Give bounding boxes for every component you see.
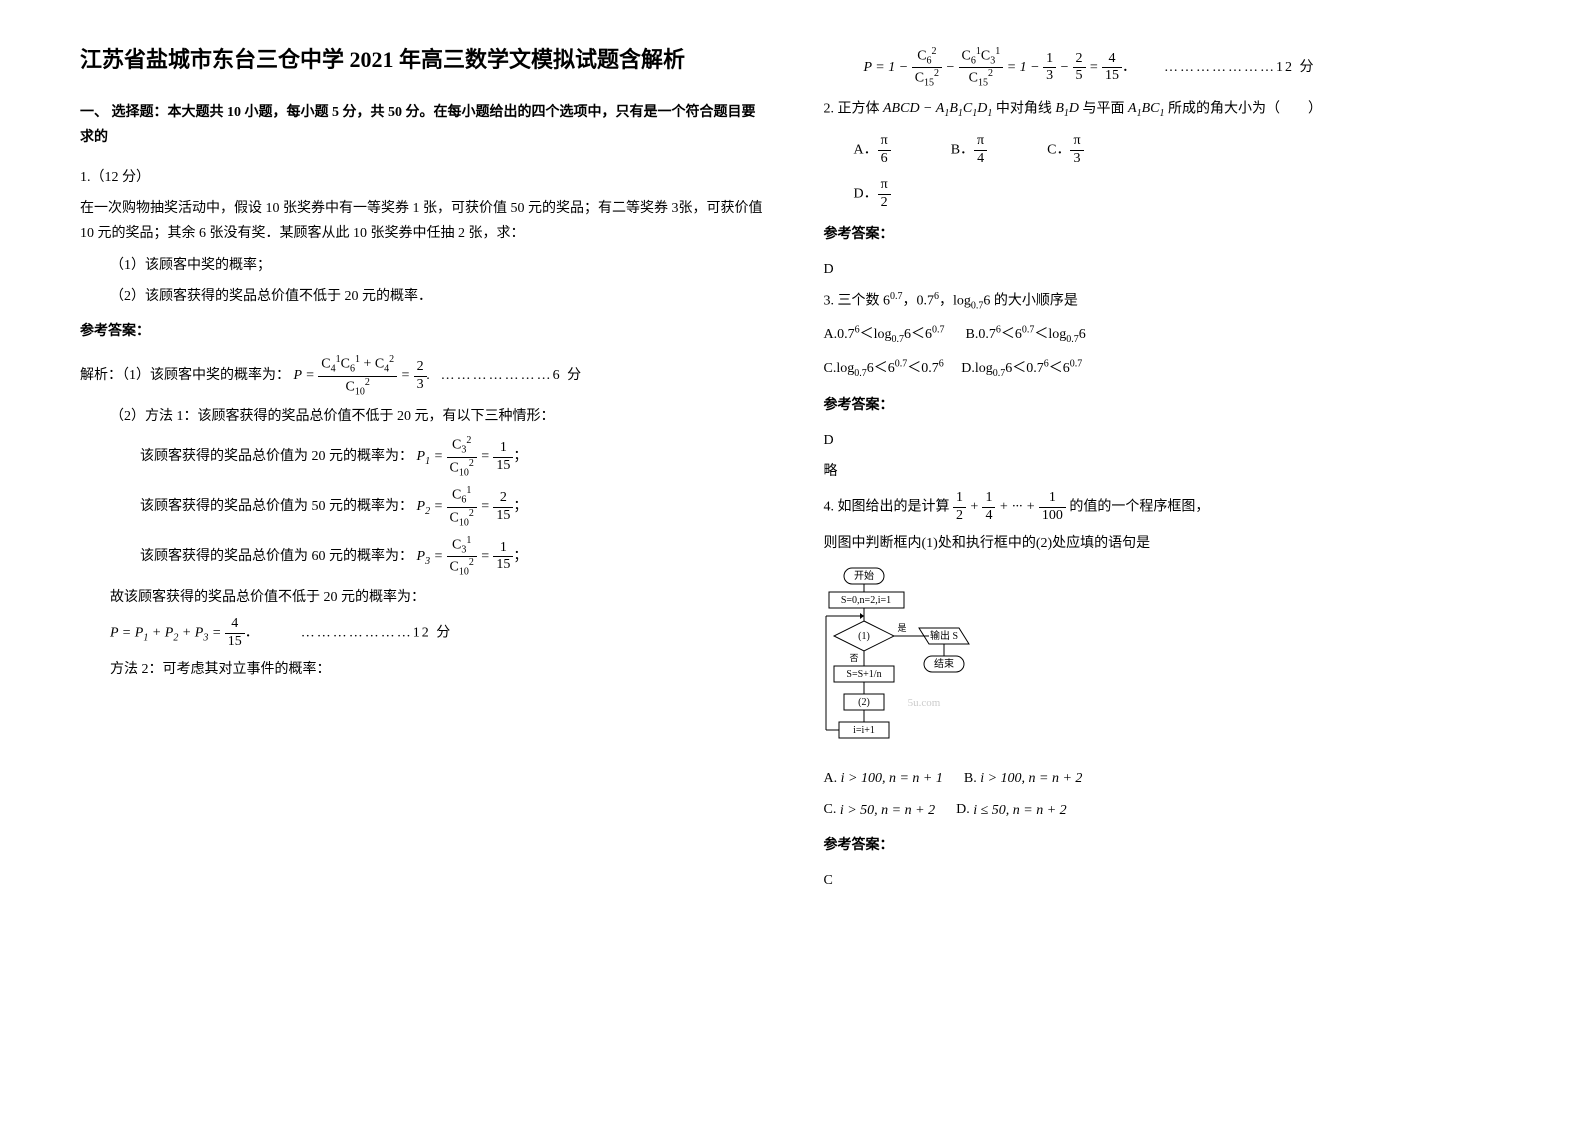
q1-answer-label: 参考答案：	[80, 319, 764, 344]
q4-optC: i > 50, n = n + 2	[840, 798, 935, 823]
section-i-heading: 一、 选择题：本大题共 10 小题，每小题 5 分，共 50 分。在每小题给出的…	[80, 100, 764, 150]
q4-optB-label: B.	[964, 771, 977, 786]
q2-options-row2: D．π2	[854, 177, 1508, 212]
q1-p60-text: 该顾客获得的奖品总价值为 60 元的概率为：	[140, 549, 413, 564]
q2-optB: B．π4	[951, 133, 987, 168]
q1-p20-text: 该顾客获得的奖品总价值为 20 元的概率为：	[140, 449, 413, 464]
q2-optC: C．π3	[1047, 133, 1083, 168]
q2-post: 所成的角大小为（ ）	[1164, 102, 1322, 117]
q1-formula-p1: P1 = C32C102 = 115	[417, 435, 514, 479]
q2-pre: 2. 正方体	[824, 102, 884, 117]
q4-optA-label: A.	[824, 771, 838, 786]
dots-12b: …………………12 分	[1164, 60, 1316, 75]
q1-p20: 该顾客获得的奖品总价值为 20 元的概率为： P1 = C32C102 = 11…	[140, 435, 764, 479]
q2-mid2: 与平面	[1079, 102, 1128, 117]
q2-optA: A．π6	[854, 133, 891, 168]
q1-part2: （2）该顾客获得的奖品总价值不低于 20 元的概率．	[110, 284, 764, 309]
q3-row1: A.0.76＜log0.76＜60.7 B.0.76＜60.7＜log0.76	[824, 322, 1508, 349]
q1-p50-text: 该顾客获得的奖品总价值为 50 元的概率为：	[140, 499, 413, 514]
q4-optD-label: D.	[956, 802, 970, 817]
q1-sol1-text: 解析：（1）该顾客中奖的概率为：	[80, 368, 290, 383]
q3-stem: 3. 三个数 60.7，0.76，log0.76 的大小顺序是	[824, 288, 1508, 315]
svg-text:5u.com: 5u.com	[907, 697, 940, 709]
q4-answer-label: 参考答案：	[824, 833, 1508, 858]
q4-optA: i > 100, n = n + 1	[841, 766, 943, 791]
q3-s4: 6 的大小顺序是	[983, 294, 1078, 309]
svg-text:开始: 开始	[854, 569, 874, 582]
q3-s2: ，0.7	[903, 294, 935, 309]
q1-p60: 该顾客获得的奖品总价值为 60 元的概率为： P3 = C31C102 = 11…	[140, 535, 764, 579]
page-title: 江苏省盐城市东台三仓中学 2021 年高三数学文模拟试题含解析	[80, 40, 764, 80]
q3-answer-label: 参考答案：	[824, 393, 1508, 418]
q3-answer: D	[824, 428, 1508, 453]
q4-optC-label: C.	[824, 802, 837, 817]
q4-optD: i ≤ 50, n = n + 2	[973, 798, 1066, 823]
svg-text:否: 否	[849, 653, 858, 663]
svg-text:输出 S: 输出 S	[929, 629, 957, 642]
q4-row2: C. i > 50, n = n + 2 D. i ≤ 50, n = n + …	[824, 797, 1508, 822]
q1-formula-p: P = C41C61 + C42C102 = 23.	[294, 354, 431, 398]
q4-line2: 则图中判断框内(1)处和执行框中的(2)处应填的语句是	[824, 531, 1508, 556]
dots-6: …………………6 分	[441, 368, 584, 383]
flowchart-icon: 开始 S=0,n=2,i=1 (1) 是 否 输出 S	[824, 566, 1508, 756]
q1-sol2-head: （2）方法 1：该顾客获得的奖品总价值不低于 20 元，有以下三种情形：	[110, 404, 764, 429]
dots-12a: …………………12 分	[301, 626, 453, 641]
q1-method2: 方法 2：可考虑其对立事件的概率：	[110, 657, 764, 682]
q1-formula-p2: P2 = C61C102 = 215	[417, 485, 514, 529]
q3-s3: ，log	[939, 294, 971, 309]
q3-optD: D.log0.76＜0.76＜60.7	[961, 361, 1082, 376]
q2-options-row1: A．π6 B．π4 C．π3	[854, 133, 1508, 168]
svg-text:(1): (1)	[858, 631, 870, 642]
q2-answer-label: 参考答案：	[824, 222, 1508, 247]
q4-post: 的值的一个程序框图，	[1069, 500, 1209, 515]
q3-optA: A.0.76＜log0.76＜60.7	[824, 327, 945, 342]
svg-text:(2): (2)	[858, 697, 870, 708]
q4-pre: 4. 如图给出的是计算	[824, 500, 954, 515]
svg-text:S=0,n=2,i=1: S=0,n=2,i=1	[840, 595, 890, 606]
q4-row1: A. i > 100, n = n + 1 B. i > 100, n = n …	[824, 766, 1508, 791]
q4-optB: i > 100, n = n + 2	[980, 766, 1082, 791]
q2-optD: D．π2	[854, 177, 891, 212]
q1-sol1: 解析：（1）该顾客中奖的概率为： P = C41C61 + C42C102 = …	[80, 354, 764, 398]
q3-brief: 略	[824, 459, 1508, 484]
svg-text:i=i+1: i=i+1	[853, 725, 875, 736]
q1-formula-p3: P3 = C31C102 = 115	[417, 535, 514, 579]
q3-s1: 3. 三个数 6	[824, 294, 891, 309]
q2-answer: D	[824, 257, 1508, 282]
q3-row2: C.log0.76＜60.7＜0.76 D.log0.76＜0.76＜60.7	[824, 355, 1508, 382]
q1-p50: 该顾客获得的奖品总价值为 50 元的概率为： P2 = C61C102 = 21…	[140, 485, 764, 529]
svg-text:是: 是	[897, 623, 906, 633]
q1-part1: （1）该顾客中奖的概率；	[110, 253, 764, 278]
q3-optB: B.0.76＜60.7＜log0.76	[966, 327, 1086, 342]
q1-method2-formula: P = 1 − C62C152 − C61C31C152 = 1 − 13 − …	[864, 46, 1508, 90]
q3-optC: C.log0.76＜60.7＜0.76	[824, 361, 944, 376]
q1-number: 1.（12 分）	[80, 165, 764, 190]
q4-stem: 4. 如图给出的是计算 12 + 14 + ··· + 1100 的值的一个程序…	[824, 490, 1508, 525]
q4-answer: C	[824, 868, 1508, 893]
q1-body: 在一次购物抽奖活动中，假设 10 张奖券中有一等奖券 1 张，可获价值 50 元…	[80, 196, 764, 246]
q2-stem: 2. 正方体 ABCD − A1B1C1D1 中对角线 B1D 与平面 A1BC…	[824, 96, 1508, 123]
svg-text:结束: 结束	[934, 657, 954, 670]
svg-text:S=S+1/n: S=S+1/n	[846, 669, 881, 680]
q1-sum-formula: P = P1 + P2 + P3 = 415 ． …………………12 分	[110, 616, 764, 651]
q1-sumline: 故该顾客获得的奖品总价值不低于 20 元的概率为：	[110, 585, 764, 610]
q2-mid: 中对角线	[992, 102, 1055, 117]
